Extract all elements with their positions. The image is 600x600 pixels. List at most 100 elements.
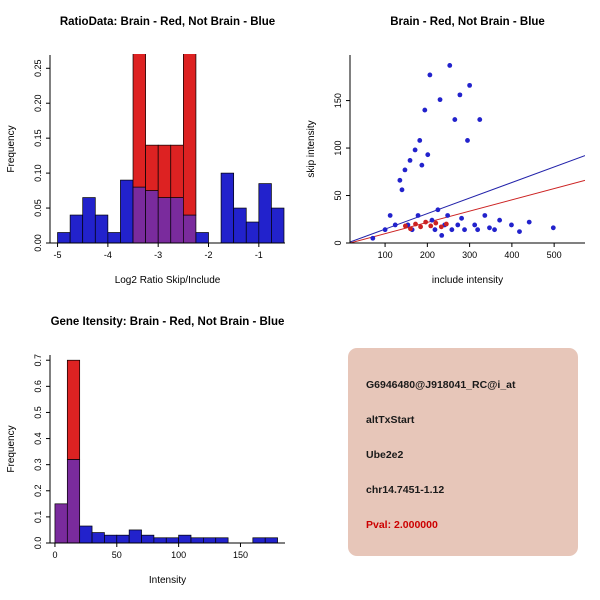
- scatter-point: [455, 222, 461, 228]
- y-tick-label: 0.4: [33, 432, 43, 445]
- gene-intensity-histogram-svg: 0 50 100 150 0.0 0.1 0.2 0.3 0.4 0.5 0.6 0.7 Gene It…: [6, 316, 285, 586]
- y-tick-label: 0.05: [33, 199, 43, 217]
- y-axis-label: skip intensity: [306, 120, 317, 177]
- chart-title: Gene Itensity: Brain - Red, Not Brain - …: [51, 316, 285, 328]
- chart-title: RatioData: Brain - Red, Not Brain - Blue: [60, 16, 275, 28]
- scatter-point: [427, 72, 433, 78]
- x-tick-label: 150: [233, 550, 248, 560]
- x-tick-label: 100: [378, 250, 393, 260]
- hist-bar-notbrain: [190, 537, 204, 543]
- hist-bar-notbrain: [91, 532, 105, 543]
- scatter-point: [423, 219, 429, 225]
- y-tick-label: 0.25: [33, 60, 43, 78]
- hist-bar-notbrain: [178, 534, 192, 543]
- hist-bar-notbrain: [195, 232, 209, 243]
- x-tick-label: 100: [171, 550, 186, 560]
- scatter-point: [550, 225, 556, 231]
- scatter-point: [467, 82, 473, 88]
- scatter-point: [370, 235, 376, 241]
- scatter-point: [472, 222, 478, 228]
- scatter-point: [457, 92, 463, 98]
- hist-bar-notbrain: [233, 207, 247, 243]
- scatter-point: [452, 117, 458, 122]
- hist-bar-brain: [132, 54, 146, 188]
- scatter-point: [517, 229, 522, 235]
- hist-bar-notbrain: [153, 537, 167, 543]
- hist-bar-overlap: [170, 197, 184, 243]
- y-tick-label: 0.10: [33, 164, 43, 182]
- x-tick-label: 50: [112, 550, 122, 560]
- hist-bar-notbrain: [245, 221, 260, 243]
- scatter-point: [432, 227, 438, 233]
- scatter-point: [465, 138, 470, 143]
- axes: [46, 355, 285, 547]
- x-tick-label: 500: [547, 250, 562, 260]
- scatter-point: [402, 167, 408, 173]
- scatter-point: [433, 220, 439, 226]
- scatter-point: [418, 224, 423, 230]
- hist-bar-notbrain: [252, 537, 266, 543]
- scatter-point: [497, 217, 503, 223]
- hist-bar-brain: [66, 359, 81, 460]
- scatter-point: [382, 227, 388, 233]
- hist-bar-notbrain: [57, 232, 71, 243]
- x-tick-label: -5: [54, 250, 62, 260]
- scatter-point: [438, 224, 444, 230]
- scatter-point: [397, 177, 403, 183]
- scatter-point: [445, 213, 451, 218]
- hist-bar-notbrain: [203, 537, 217, 543]
- hist-bar-overlap: [157, 197, 172, 243]
- gene-intensity-histogram-panel: 0 50 100 150 0.0 0.1 0.2 0.3 0.4 0.5 0.6 0.7 Gene It…: [0, 300, 300, 600]
- gene-symbol-text: Ube2e2: [366, 449, 404, 461]
- scatter-point: [492, 227, 497, 233]
- chart-title: Brain - Red, Not Brain - Blue: [390, 16, 545, 28]
- x-tick-label: 300: [462, 250, 477, 260]
- gene-info-box: G6946480@J918041_RC@i_at altTxStart Ube2…: [348, 348, 578, 556]
- gene-info-panel: G6946480@J918041_RC@i_at altTxStart Ube2…: [300, 300, 600, 600]
- y-tick-label: 0.0: [33, 537, 43, 550]
- y-axis-label: Frequency: [6, 125, 17, 172]
- event-type-text: altTxStart: [366, 414, 415, 426]
- x-tick-label: -3: [154, 250, 162, 260]
- hist-bar-notbrain: [165, 537, 179, 543]
- y-tick-label: 0.20: [33, 94, 43, 112]
- y-tick-label: 0.2: [33, 485, 43, 498]
- y-axis-label: Frequency: [6, 425, 17, 472]
- fit-line: [350, 179, 585, 243]
- scatter-point: [425, 152, 431, 158]
- y-tick-label: 0.00: [33, 234, 43, 252]
- fit-line: [350, 155, 585, 243]
- hist-bar-notbrain: [94, 214, 109, 243]
- hist-bar-notbrain: [120, 179, 134, 243]
- scatter-point: [509, 222, 514, 228]
- scatter-point: [399, 187, 405, 193]
- hist-bar-notbrain: [79, 525, 93, 543]
- hist-bar-notbrain: [128, 529, 142, 543]
- ratio-histogram-panel: -5 -4 -3 -2 -1 0.00 0.05 0.10 0.15 0.20 0.25 RatioD…: [0, 0, 300, 300]
- axes: [346, 55, 585, 247]
- scatter-point: [437, 97, 443, 103]
- hist-bar-notbrain: [141, 534, 155, 543]
- scatter-point: [392, 222, 398, 228]
- hist-bar-notbrain: [220, 172, 235, 243]
- x-tick-label: -2: [205, 250, 213, 260]
- x-tick-label: 400: [504, 250, 519, 260]
- locus-text: chr14.7451-1.12: [366, 484, 445, 496]
- hist-bar-brain: [170, 144, 184, 198]
- scatter-point: [443, 221, 449, 227]
- hist-bar-notbrain: [69, 214, 84, 243]
- y-tick-label: 100: [333, 141, 343, 156]
- y-tick-label: 0.7: [33, 354, 43, 367]
- hist-bar-brain: [157, 144, 172, 198]
- hist-bar-notbrain: [107, 232, 121, 243]
- hist-bar-notbrain: [82, 197, 96, 243]
- y-tick-label: 0.5: [33, 406, 43, 419]
- scatter-point: [428, 223, 434, 229]
- scatter-point: [412, 147, 418, 153]
- y-tick-label: 50: [333, 191, 343, 201]
- x-axis-label: include intensity: [432, 275, 503, 286]
- hist-bar-overlap: [145, 190, 159, 243]
- hist-bar-notbrain: [271, 207, 285, 243]
- hist-bar-notbrain: [264, 537, 278, 543]
